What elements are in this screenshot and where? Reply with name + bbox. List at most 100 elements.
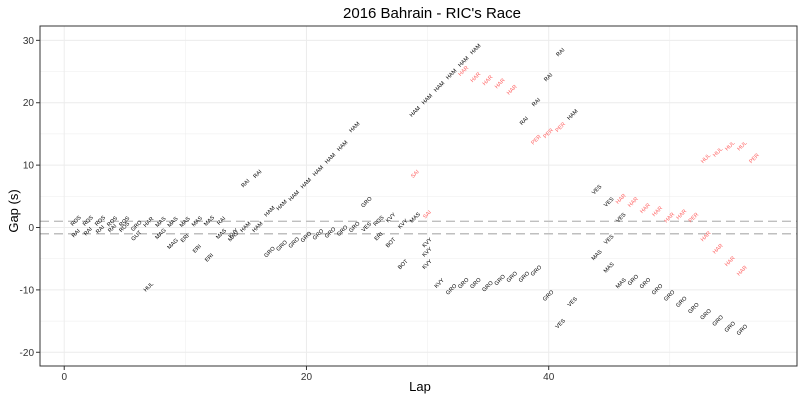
data-point-label: PER	[748, 153, 760, 165]
data-point-label: HAR	[651, 206, 664, 219]
data-point-label: GRO	[263, 245, 277, 259]
data-point-label: GRO	[457, 277, 471, 291]
data-point-label: HAM	[264, 205, 277, 218]
data-point-label: ERI	[374, 231, 385, 242]
data-point-label: MAS	[615, 277, 628, 290]
data-point-label: GRO	[506, 270, 520, 284]
data-point-label: RAI	[95, 224, 106, 235]
data-point-label: VES	[591, 184, 603, 196]
data-point-label: PER	[555, 122, 567, 134]
data-point-label: PER	[530, 134, 542, 146]
data-point-label: RAI	[253, 169, 264, 180]
data-point-label: RAI	[107, 223, 118, 234]
data-point-label: BOT	[385, 237, 398, 250]
y-tick-label: 10	[23, 161, 35, 172]
data-point-label: HUL	[143, 281, 155, 293]
data-point-label: GRO	[518, 270, 532, 284]
data-point-label: HAR	[712, 243, 725, 256]
data-point-label: HAR	[615, 193, 628, 206]
data-point-label: GRO	[530, 264, 544, 278]
data-point-label: HAM	[469, 43, 482, 56]
data-point-label: MAS	[155, 216, 168, 229]
data-point-label: GRO	[288, 236, 302, 250]
data-point-label: BOT	[397, 258, 410, 271]
y-tick-label: -20	[20, 348, 35, 359]
y-tick-label: 0	[28, 223, 34, 234]
data-point-label: PER	[688, 212, 700, 224]
data-point-label: HAR	[506, 84, 519, 97]
data-point-label: MAS	[591, 249, 604, 262]
data-point-label: HAR	[470, 72, 483, 85]
data-point-label: HAM	[336, 140, 349, 153]
data-point-label: HAR	[627, 196, 640, 209]
data-point-label: ROS	[82, 215, 95, 228]
data-point-label: GRO	[675, 295, 689, 309]
data-point-label: HAR	[143, 216, 156, 229]
data-point-label: GRO	[360, 196, 374, 210]
data-point-label: HAM	[348, 121, 361, 134]
data-point-label: MAS	[409, 212, 422, 225]
data-point-label: VES	[567, 296, 579, 308]
y-axis-title: Gap (s)	[6, 189, 21, 232]
data-point-label: HAM	[433, 80, 446, 93]
y-tick-label: 20	[23, 98, 35, 109]
data-point-label: RAI	[83, 226, 94, 237]
x-axis-title: Lap	[409, 379, 431, 394]
y-tick-label: 30	[23, 36, 35, 47]
y-tick-label: -10	[20, 285, 35, 296]
data-point-label: HAR	[482, 75, 495, 88]
data-point-label: HAR	[676, 209, 689, 222]
data-point-label: GRO	[639, 277, 653, 291]
data-point-label: KVY	[434, 277, 446, 289]
data-point-label: MAS	[603, 262, 616, 275]
data-point-label: KVY	[397, 218, 409, 230]
data-point-label: RAI	[71, 228, 82, 239]
data-point-label: HAM	[566, 108, 579, 121]
data-point-label: MAG	[167, 238, 180, 251]
x-tick-label: 0	[61, 372, 67, 383]
panel-border	[39, 25, 798, 367]
data-point-label: KVY	[385, 212, 397, 224]
data-point-label: RAI	[519, 116, 530, 127]
data-point-label: VES	[603, 196, 615, 208]
data-point-label: MAG	[154, 228, 167, 241]
data-point-label: VES	[603, 234, 615, 246]
data-point-label: HAM	[312, 165, 325, 178]
data-point-label: GRO	[336, 224, 350, 238]
data-point-label: GRO	[736, 323, 750, 337]
x-tick-label: 40	[543, 372, 555, 383]
data-point-label: HAM	[276, 199, 289, 212]
data-point-label: HUL	[736, 140, 748, 152]
data-point-label: ERI	[204, 252, 215, 263]
data-point-label: HAM	[409, 105, 422, 118]
data-point-label: ROS	[70, 215, 83, 228]
data-point-label: HUL	[724, 140, 736, 152]
data-point-label: RAI	[531, 97, 542, 108]
data-point-label: RAI	[543, 72, 554, 83]
data-point-label: HAM	[445, 68, 458, 81]
data-point-label: HAR	[700, 231, 713, 244]
data-point-label: VES	[615, 212, 627, 224]
data-point-label: GRO	[481, 280, 495, 294]
data-point-label: HAR	[494, 78, 507, 91]
data-point-label: MAS	[167, 216, 180, 229]
data-point-label: GRO	[627, 273, 641, 287]
data-point-label: RAI	[555, 47, 566, 58]
data-point-label: ERI	[180, 233, 191, 244]
data-point-label: RAI	[240, 178, 251, 189]
data-point-label: HUL	[700, 153, 712, 165]
data-point-label: VES	[555, 318, 567, 330]
data-point-label: HAR	[639, 203, 652, 216]
chart-title: 2016 Bahrain - RIC's Race	[343, 5, 521, 22]
data-point-label: GRO	[687, 302, 701, 316]
x-tick-label: 20	[301, 372, 313, 383]
data-point-label: GRO	[700, 308, 714, 322]
data-point-label: HAR	[724, 256, 737, 269]
data-point-label: HAR	[736, 265, 749, 278]
data-point-label: HUL	[712, 147, 724, 159]
data-point-label: RAI	[216, 216, 227, 227]
data-point-label: ERI	[192, 244, 203, 255]
data-point-label: SAI	[422, 209, 433, 220]
